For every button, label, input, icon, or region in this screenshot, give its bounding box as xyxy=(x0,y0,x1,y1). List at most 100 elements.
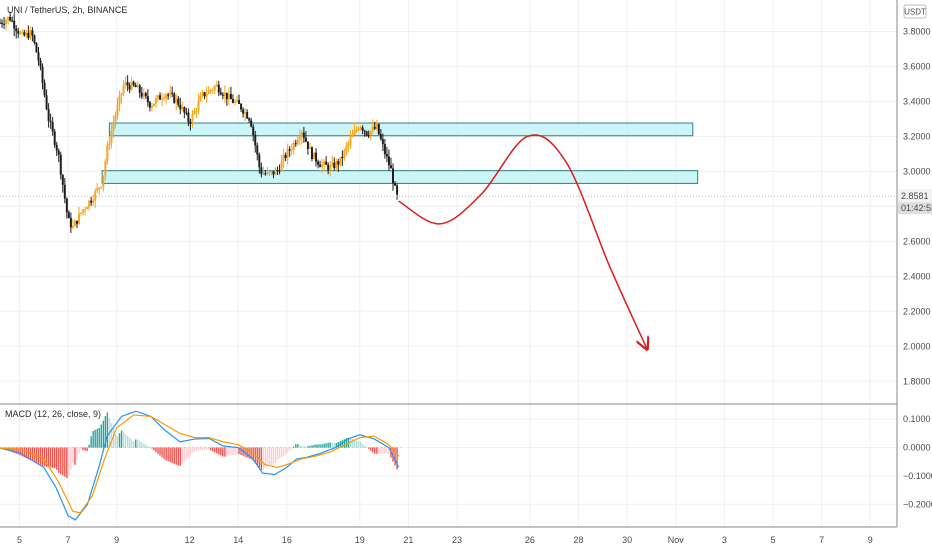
candle[interactable] xyxy=(148,102,151,108)
candle[interactable] xyxy=(39,60,42,67)
candle[interactable] xyxy=(233,101,236,103)
candle[interactable] xyxy=(31,30,34,36)
candle[interactable] xyxy=(71,225,74,228)
candle[interactable] xyxy=(116,104,119,116)
candle[interactable] xyxy=(286,149,289,159)
candle[interactable] xyxy=(102,175,105,187)
candle[interactable] xyxy=(41,66,44,83)
candle[interactable] xyxy=(351,134,354,138)
candle[interactable] xyxy=(333,162,336,169)
candle[interactable] xyxy=(284,154,287,159)
candle[interactable] xyxy=(369,130,372,136)
macd-series-line[interactable] xyxy=(0,414,400,514)
candle[interactable] xyxy=(339,156,342,165)
candle[interactable] xyxy=(27,32,30,39)
currency-badge[interactable] xyxy=(903,4,927,19)
candle[interactable] xyxy=(185,112,188,114)
candle[interactable] xyxy=(132,81,135,86)
candle[interactable] xyxy=(238,100,241,104)
candle[interactable] xyxy=(17,31,20,34)
candle[interactable] xyxy=(337,161,340,165)
candle[interactable] xyxy=(319,164,322,168)
candle[interactable] xyxy=(3,23,6,25)
candle[interactable] xyxy=(213,86,216,90)
candle[interactable] xyxy=(355,129,358,131)
candle[interactable] xyxy=(272,171,275,175)
candle[interactable] xyxy=(110,131,113,144)
candle[interactable] xyxy=(126,82,129,86)
candle[interactable] xyxy=(63,184,66,199)
candle[interactable] xyxy=(231,99,234,103)
candle[interactable] xyxy=(1,22,4,24)
candle[interactable] xyxy=(114,115,117,123)
macd-legend[interactable]: MACD (12, 26, close, 9) xyxy=(5,409,101,419)
candle[interactable] xyxy=(82,209,85,213)
candle[interactable] xyxy=(161,98,164,100)
candle[interactable] xyxy=(207,90,210,95)
candle[interactable] xyxy=(256,145,259,155)
candle[interactable] xyxy=(25,32,28,36)
candle[interactable] xyxy=(11,20,14,22)
candle[interactable] xyxy=(171,92,174,94)
candle[interactable] xyxy=(45,95,48,110)
candle[interactable] xyxy=(288,149,291,151)
candle[interactable] xyxy=(290,149,293,151)
candle[interactable] xyxy=(375,124,378,129)
candle[interactable] xyxy=(159,95,162,100)
candle[interactable] xyxy=(75,220,78,224)
candle[interactable] xyxy=(363,130,366,132)
candle[interactable] xyxy=(383,144,386,155)
candle[interactable] xyxy=(294,143,297,145)
candle[interactable] xyxy=(157,95,160,99)
candle[interactable] xyxy=(236,100,239,102)
candle[interactable] xyxy=(221,94,224,96)
candle[interactable] xyxy=(179,104,182,110)
support-zone[interactable] xyxy=(101,170,699,184)
candle[interactable] xyxy=(138,85,141,93)
candle[interactable] xyxy=(203,92,206,97)
projection-arrow[interactable] xyxy=(398,134,647,348)
candle[interactable] xyxy=(173,93,176,103)
candle[interactable] xyxy=(276,170,279,172)
candle[interactable] xyxy=(136,85,139,88)
candle[interactable] xyxy=(308,147,311,149)
candle[interactable] xyxy=(0,22,1,24)
candle[interactable] xyxy=(252,126,255,135)
candle[interactable] xyxy=(260,167,263,175)
candle[interactable] xyxy=(165,94,168,98)
candle[interactable] xyxy=(387,156,390,166)
candle[interactable] xyxy=(211,89,214,91)
candle[interactable] xyxy=(33,35,36,43)
candle[interactable] xyxy=(365,131,368,136)
candle[interactable] xyxy=(391,168,394,184)
candle[interactable] xyxy=(361,127,364,131)
candle[interactable] xyxy=(9,16,12,21)
candle[interactable] xyxy=(13,20,16,29)
candle[interactable] xyxy=(100,186,103,188)
candle[interactable] xyxy=(306,141,309,149)
candle[interactable] xyxy=(227,93,230,100)
candle[interactable] xyxy=(223,92,226,96)
candle[interactable] xyxy=(217,84,220,93)
candle[interactable] xyxy=(193,110,196,115)
candle[interactable] xyxy=(150,106,153,108)
candle[interactable] xyxy=(325,161,328,165)
candle[interactable] xyxy=(254,134,257,146)
candle[interactable] xyxy=(323,161,326,165)
candle[interactable] xyxy=(396,185,399,195)
candle[interactable] xyxy=(37,52,40,61)
candle[interactable] xyxy=(140,92,143,97)
candle[interactable] xyxy=(298,136,301,140)
candle[interactable] xyxy=(280,161,283,171)
candle[interactable] xyxy=(274,170,277,175)
candle[interactable] xyxy=(90,200,93,203)
candle[interactable] xyxy=(53,131,56,145)
candle[interactable] xyxy=(197,100,200,111)
candle[interactable] xyxy=(264,173,267,175)
candle[interactable] xyxy=(199,95,202,101)
candle[interactable] xyxy=(134,85,137,88)
candle[interactable] xyxy=(51,122,54,132)
candle[interactable] xyxy=(86,207,89,210)
candle[interactable] xyxy=(205,94,208,97)
candle[interactable] xyxy=(73,220,76,226)
